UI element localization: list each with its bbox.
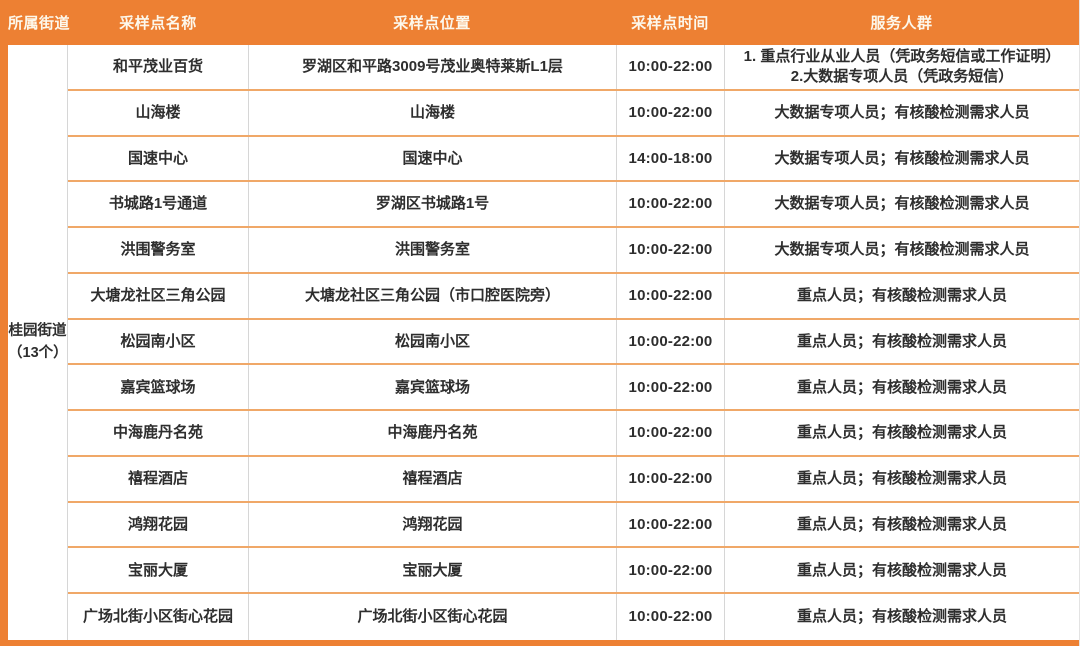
service-group-cell: 重点人员；有核酸检测需求人员 [724,273,1079,318]
service-group-cell: 重点人员；有核酸检测需求人员 [724,411,1079,455]
site-name-cell: 国速中心 [127,149,188,167]
table-body: 桂园街道 （13个） 和平茂业百货 罗湖区和平路3009号茂业奥特莱斯L1层 1… [8,45,1079,640]
site-time-cell: 10:00-22:00 [616,45,724,89]
site-location-cell: 国速中心 [248,136,616,181]
table-row: 大塘龙社区三角公园 大塘龙社区三角公园（市口腔医院旁） 10:00-22:00 … [68,273,1079,320]
service-group-cell: 大数据专项人员；有核酸检测需求人员 [724,228,1079,272]
site-name-cell: 和平茂业百货 [112,58,203,76]
header-street: 所属街道 [8,15,71,32]
service-group-cell: 大数据专项人员；有核酸检测需求人员 [724,182,1079,227]
table-row: 嘉宾篮球场 嘉宾篮球场 10:00-22:00 重点人员；有核酸检测需求人员 [68,365,1079,412]
service-group-cell: 重点人员；有核酸检测需求人员 [724,456,1079,501]
header-service-group: 服务人群 [870,15,933,32]
bottom-border [8,640,1079,646]
site-name-cell: 中海鹿丹名苑 [112,424,203,442]
site-time-cell: 10:00-22:00 [616,365,724,410]
service-group-cell: 重点人员；有核酸检测需求人员 [724,502,1079,547]
site-location-cell: 宝丽大厦 [248,548,616,593]
header-site-location: 采样点位置 [393,15,471,32]
header-site-time: 采样点时间 [631,15,709,32]
rows-container: 和平茂业百货 罗湖区和平路3009号茂业奥特莱斯L1层 10:00-22:00 … [68,45,1079,640]
site-name-cell: 洪围警务室 [120,241,196,259]
site-time-cell: 10:00-22:00 [616,228,724,272]
site-name-cell: 宝丽大厦 [127,561,188,579]
site-location-cell: 罗湖区和平路3009号茂业奥特莱斯L1层 [248,45,616,89]
site-time-cell: 10:00-22:00 [616,411,724,455]
site-location-cell: 鸿翔花园 [248,502,616,547]
site-name-cell: 广场北街小区街心花园 [82,608,233,626]
site-time-cell: 10:00-22:00 [616,273,724,318]
service-group-cell: 重点人员；有核酸检测需求人员 [724,365,1079,410]
table-row: 中海鹿丹名苑 中海鹿丹名苑 10:00-22:00 重点人员；有核酸检测需求人员 [68,411,1079,457]
site-name-cell: 松园南小区 [120,332,196,350]
service-group-cell: 重点人员；有核酸检测需求人员 [724,594,1079,640]
service-group-cell: 重点人员；有核酸检测需求人员 [724,319,1079,364]
service-group-cell: 重点人员；有核酸检测需求人员 [724,548,1079,593]
site-time-cell: 10:00-22:00 [616,182,724,227]
service-group-cell: 1. 重点行业从业人员（凭政务短信或工作证明） 2.大数据专项人员（凭政务短信） [724,45,1079,89]
site-name-cell: 禧程酒店 [127,470,188,488]
table-row: 禧程酒店 禧程酒店 10:00-22:00 重点人员；有核酸检测需求人员 [68,456,1079,503]
site-location-cell: 嘉宾篮球场 [248,365,616,410]
site-time-cell: 14:00-18:00 [616,136,724,181]
street-group-cell: 桂园街道 （13个） [8,45,68,640]
table-row: 松园南小区 松园南小区 10:00-22:00 重点人员；有核酸检测需求人员 [68,319,1079,366]
site-name-cell: 大塘龙社区三角公园 [90,286,226,304]
site-name-cell: 嘉宾篮球场 [120,378,196,396]
site-name-cell: 鸿翔花园 [127,515,188,533]
street-group-count: （13个） [8,344,68,361]
site-time-cell: 10:00-22:00 [616,319,724,364]
site-location-cell: 大塘龙社区三角公园（市口腔医院旁） [248,273,616,318]
table-row: 书城路1号通道 罗湖区书城路1号 10:00-22:00 大数据专项人员；有核酸… [68,182,1079,229]
site-location-cell: 中海鹿丹名苑 [248,411,616,455]
site-name-cell: 山海楼 [135,103,181,121]
site-time-cell: 10:00-22:00 [616,502,724,547]
site-time-cell: 10:00-22:00 [616,90,724,135]
table-row: 鸿翔花园 鸿翔花园 10:00-22:00 重点人员；有核酸检测需求人员 [68,502,1079,549]
site-location-cell: 松园南小区 [248,319,616,364]
table-row: 洪围警务室 洪围警务室 10:00-22:00 大数据专项人员；有核酸检测需求人… [68,228,1079,274]
site-time-cell: 10:00-22:00 [616,456,724,501]
service-group-cell: 大数据专项人员；有核酸检测需求人员 [724,90,1079,135]
site-location-cell: 禧程酒店 [248,456,616,501]
table-row: 广场北街小区街心花园 广场北街小区街心花园 10:00-22:00 重点人员；有… [68,594,1079,640]
site-location-cell: 广场北街小区街心花园 [248,594,616,640]
table-header-row: 所属街道 采样点名称 采样点位置 采样点时间 服务人群 [8,0,1079,45]
site-location-cell: 罗湖区书城路1号 [248,182,616,227]
site-location-cell: 山海楼 [248,90,616,135]
header-site-name: 采样点名称 [119,15,197,32]
site-time-cell: 10:00-22:00 [616,548,724,593]
service-group-cell: 大数据专项人员；有核酸检测需求人员 [724,136,1079,181]
table-row: 宝丽大厦 宝丽大厦 10:00-22:00 重点人员；有核酸检测需求人员 [68,548,1079,595]
site-name-cell: 书城路1号通道 [108,195,208,213]
site-location-cell: 洪围警务室 [248,228,616,272]
table-row: 山海楼 山海楼 10:00-22:00 大数据专项人员；有核酸检测需求人员 [68,90,1079,137]
table-row: 国速中心 国速中心 14:00-18:00 大数据专项人员；有核酸检测需求人员 [68,136,1079,183]
table-row: 和平茂业百货 罗湖区和平路3009号茂业奥特莱斯L1层 10:00-22:00 … [68,45,1079,91]
street-group-name: 桂园街道 [8,323,67,340]
site-time-cell: 10:00-22:00 [616,594,724,640]
